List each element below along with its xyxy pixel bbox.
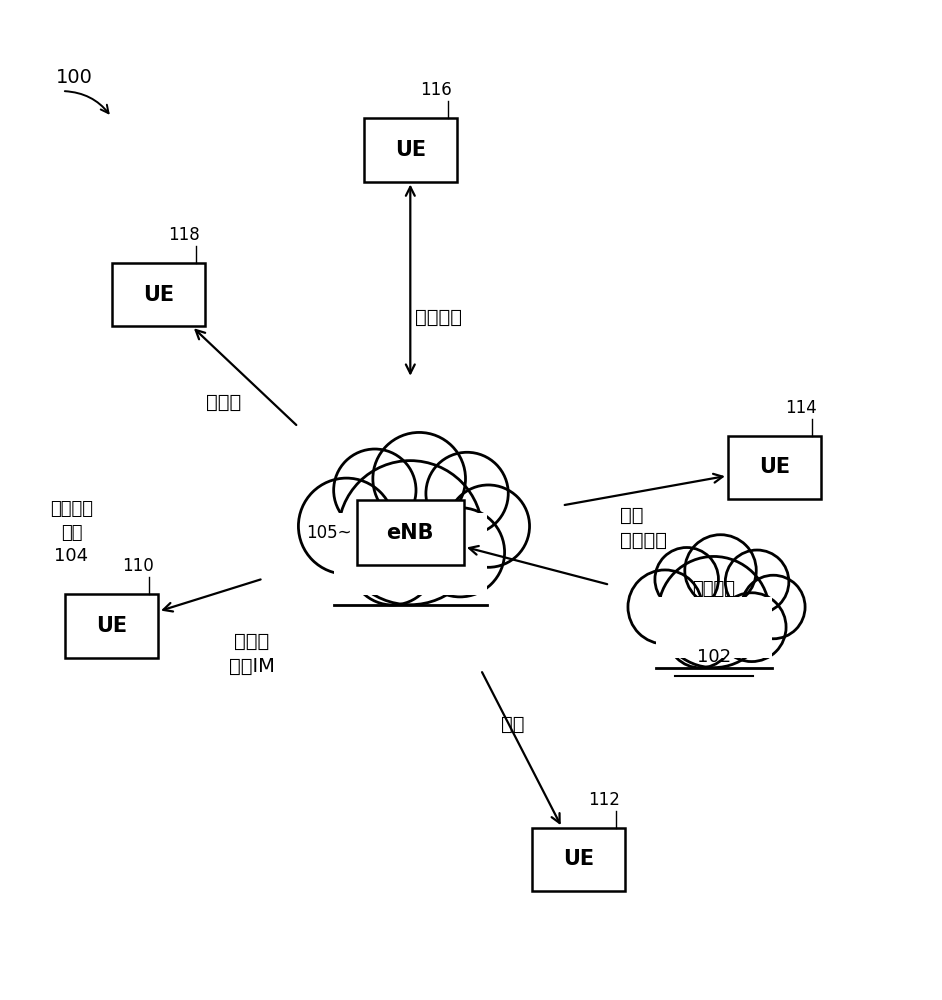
Text: UE: UE — [142, 285, 173, 305]
Circle shape — [655, 548, 719, 611]
Circle shape — [741, 575, 805, 639]
Text: 118: 118 — [169, 226, 201, 244]
FancyBboxPatch shape — [111, 263, 205, 326]
Text: UE: UE — [395, 140, 426, 160]
Circle shape — [338, 461, 482, 605]
Circle shape — [333, 449, 416, 531]
Text: UE: UE — [759, 457, 790, 477]
Circle shape — [685, 535, 756, 606]
Bar — [652, 610, 776, 668]
Text: 保持连接: 保持连接 — [414, 308, 462, 327]
Text: UE: UE — [96, 616, 127, 636]
Text: 100: 100 — [56, 68, 92, 87]
Circle shape — [426, 452, 509, 535]
FancyBboxPatch shape — [65, 594, 158, 658]
Text: 核心网络: 核心网络 — [692, 580, 736, 598]
FancyBboxPatch shape — [728, 436, 821, 499]
Text: 112: 112 — [589, 791, 621, 809]
Text: 传感器: 传感器 — [206, 392, 241, 411]
Circle shape — [415, 508, 505, 597]
Text: 114: 114 — [785, 399, 817, 417]
Circle shape — [658, 556, 770, 668]
Bar — [329, 529, 492, 605]
FancyBboxPatch shape — [357, 500, 464, 565]
Bar — [334, 513, 487, 595]
Text: 浏览
文件传输: 浏览 文件传输 — [621, 506, 667, 550]
Text: 游戏: 游戏 — [501, 715, 525, 734]
Circle shape — [373, 432, 465, 525]
Circle shape — [667, 602, 733, 668]
Text: 102: 102 — [697, 648, 731, 666]
Text: 无线接入
网络
104: 无线接入 网络 104 — [50, 500, 93, 565]
Bar — [656, 597, 771, 658]
Text: 105~: 105~ — [306, 524, 352, 542]
Circle shape — [299, 478, 395, 574]
FancyBboxPatch shape — [531, 828, 625, 891]
Text: 110: 110 — [122, 557, 154, 575]
Circle shape — [628, 570, 702, 644]
Circle shape — [349, 519, 435, 605]
FancyBboxPatch shape — [364, 118, 457, 182]
Circle shape — [447, 485, 529, 567]
Text: eNB: eNB — [386, 523, 434, 543]
Text: 多媒体
浏览IM: 多媒体 浏览IM — [229, 632, 274, 676]
Text: 116: 116 — [420, 81, 452, 99]
Circle shape — [725, 550, 788, 614]
Circle shape — [717, 593, 786, 662]
Text: UE: UE — [562, 849, 594, 869]
